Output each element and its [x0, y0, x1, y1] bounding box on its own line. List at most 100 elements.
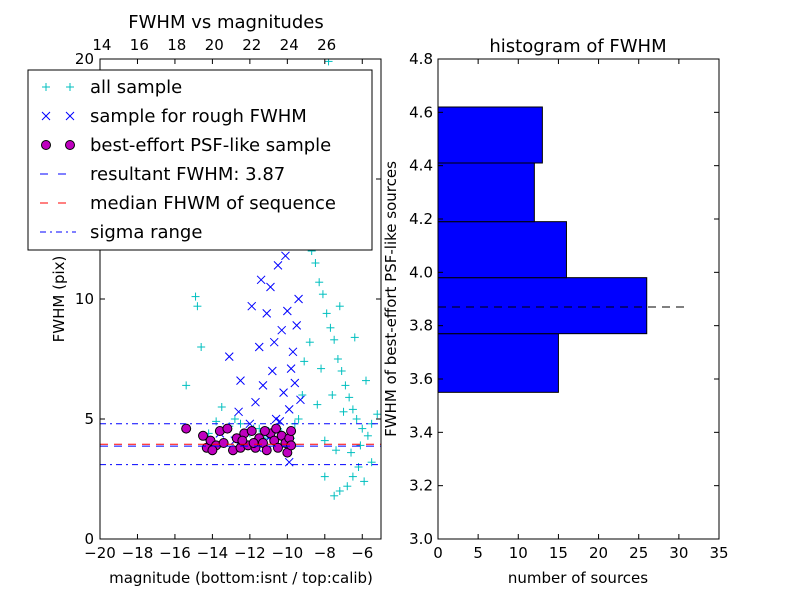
histogram-bar-4 [437, 106, 543, 164]
right-y-tick-label: 4.0 [409, 263, 433, 281]
series-0-point-67 [350, 333, 359, 342]
series-1-point-10 [267, 366, 277, 376]
series-2-point-20 [272, 442, 283, 453]
series-1-point-18-b [290, 378, 300, 388]
series-1-point-13-b [277, 325, 287, 335]
series-0-point-2 [193, 302, 202, 311]
series-1-point-16 [284, 405, 294, 414]
series-0-point-66 [335, 302, 344, 311]
series-1-point-26-b [286, 364, 296, 373]
series-0-point-44 [335, 487, 344, 495]
series-1-point-16-b [284, 405, 294, 414]
right-x-axis-label: number of sources [508, 569, 648, 587]
series-1-point-8-b [262, 309, 272, 318]
series-1-point-0 [224, 352, 234, 361]
series-2-point-28 [237, 435, 248, 446]
top-x-tick-label: 24 [280, 36, 299, 54]
series-0-point-43 [330, 491, 339, 500]
legend-label-0: all sample [90, 77, 182, 98]
series-1-point-20 [296, 395, 305, 405]
series-1-point-9 [266, 282, 275, 292]
series-1-point-19 [294, 294, 303, 304]
right-x-tick-label: 15 [549, 544, 568, 562]
series-1-point-2 [236, 376, 245, 385]
series-1-point-29-b [234, 407, 243, 417]
legend-item-1: sample for rough FWHM [41, 106, 307, 127]
left-x-axis-label: magnitude (bottom:isnt / top:calib) [109, 569, 373, 587]
left-chart-title: FWHM vs magnitudes [128, 12, 323, 33]
series-2-point-0 [181, 423, 192, 434]
top-x-tick-label: 20 [205, 36, 224, 54]
series-1-point-10-b [267, 366, 277, 376]
series-1-point-19-b [294, 294, 303, 304]
right-chart-title: histogram of FWHM [489, 36, 666, 57]
series-1-point-28-b [256, 275, 266, 285]
left-y-tick-label: 10 [75, 290, 94, 308]
series-2 [181, 423, 297, 458]
top-x-tick-label: 18 [167, 36, 186, 54]
legend-label-2: best-effort PSF-like sample [90, 135, 331, 156]
legend-label-1: sample for rough FWHM [90, 106, 307, 127]
left-y-tick-label: 5 [84, 410, 94, 428]
series-0-point-32 [330, 335, 339, 344]
legend: all sample sample for rough FWHM best-effo… [27, 69, 373, 251]
series-1-point-6 [254, 342, 264, 352]
series-1-point-4 [247, 301, 257, 311]
right-x-tick-label: 35 [709, 544, 728, 562]
left-y-axis-label: FWHM (pix) [50, 256, 68, 343]
series-0-point-0 [182, 381, 191, 390]
series-1-point-5-b [251, 397, 260, 407]
series-0-point-29 [318, 290, 327, 299]
series-0-point-31 [326, 323, 335, 332]
series-0-point-27 [311, 259, 320, 267]
series-0-point-42 [373, 410, 381, 419]
series-0-point-39 [358, 424, 367, 433]
top-x-tick-label: 22 [242, 36, 261, 54]
right-x-tick-label: 5 [473, 544, 483, 562]
top-x-tick-label: 16 [130, 36, 149, 54]
series-0-point-56 [305, 338, 314, 347]
series-0-point-30 [322, 309, 331, 318]
right-y-tick-label: 3.8 [409, 317, 433, 335]
series-2-point-17 [261, 445, 272, 456]
right-y-tick-label: 4.4 [409, 157, 433, 175]
series-2-point-31 [259, 426, 270, 436]
series-0-point-48 [360, 477, 369, 486]
histogram-bar-2 [437, 221, 567, 279]
left-x-tick-label: −20 [84, 544, 116, 562]
series-1-point-28 [256, 275, 266, 285]
series-1-point-15 [282, 306, 292, 316]
series-1-point-12 [273, 261, 283, 270]
legend-swatch-2-a [41, 140, 51, 150]
series-0-point-63 [356, 441, 365, 450]
series-2-point-26 [286, 440, 297, 451]
series-0-point-65 [300, 357, 309, 366]
series-0-point-52 [324, 59, 333, 66]
legend-swatch-0-a [42, 83, 50, 91]
series-1-point-20-b [296, 395, 305, 405]
series-2-point-7 [222, 423, 233, 434]
series-0-point-45 [343, 482, 352, 491]
series-0-point-59 [339, 407, 348, 416]
series-0-point-22 [294, 415, 303, 423]
series-0-point-3 [197, 343, 206, 351]
series-2-point-13 [246, 426, 257, 436]
series-2-point-29 [207, 445, 218, 456]
left-x-tick-label: −18 [122, 544, 154, 562]
right-x-tick-label: 30 [669, 544, 688, 562]
legend-item-2: best-effort PSF-like sample [41, 135, 331, 156]
left-x-tick-label: −14 [197, 544, 229, 562]
right-x-tick-label: 10 [509, 544, 528, 562]
series-0-point-35 [341, 381, 350, 390]
series-0-point-1 [191, 292, 200, 301]
legend-label-4: median FHWM of sequence [90, 193, 336, 214]
legend-label-5: sigma range [90, 222, 202, 243]
series-1-point-27-b [269, 337, 279, 347]
series-0-point-64 [313, 400, 322, 409]
series-2-point-1 [198, 430, 209, 441]
series-1-point-0-b [224, 352, 234, 361]
legend-box [27, 69, 373, 251]
series-1-point-29 [234, 407, 243, 417]
series-0-point-33 [333, 355, 342, 363]
